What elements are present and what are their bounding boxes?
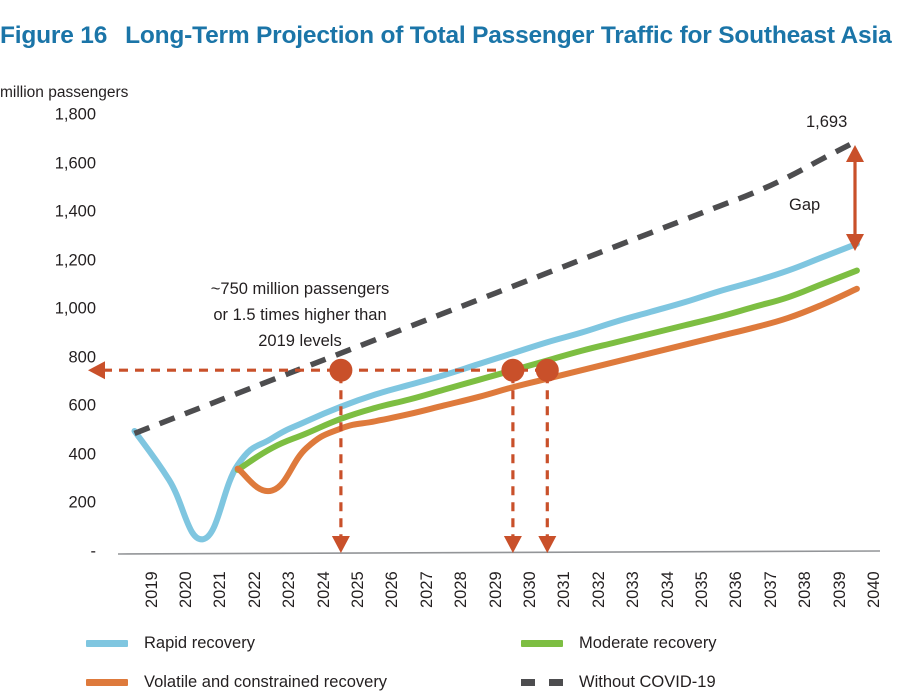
marker-dot-2031[interactable] bbox=[535, 358, 559, 382]
figure-title-text: Long-Term Projection of Total Passenger … bbox=[125, 22, 892, 49]
marker-dots-group bbox=[329, 358, 559, 382]
marker-dot-2030[interactable] bbox=[501, 358, 525, 382]
legend-item-without-covid[interactable]: Without COVID-19 bbox=[521, 673, 716, 692]
y-tick-1600: 1,600 bbox=[54, 154, 96, 173]
series-line-rapid-recovery bbox=[131, 240, 860, 543]
legend-swatch-moderate-recovery bbox=[521, 640, 563, 647]
y-tick-800: 800 bbox=[68, 348, 96, 367]
guide-annotations-group bbox=[88, 145, 864, 553]
legend-label-rapid-recovery: Rapid recovery bbox=[144, 634, 255, 652]
legend-item-moderate-recovery[interactable]: Moderate recovery bbox=[521, 634, 717, 653]
legend-label-without-covid: Without COVID-19 bbox=[579, 673, 716, 691]
y-tick-1800: 1,800 bbox=[54, 105, 96, 124]
callout-line-1: ~750 million passengers bbox=[210, 280, 390, 298]
y-tick-0: - bbox=[90, 542, 97, 561]
x-axis-line bbox=[117, 550, 881, 555]
y-tick-600: 600 bbox=[68, 396, 96, 415]
peak-value-label: 1,693 bbox=[806, 113, 848, 131]
horizontal-guide-arrowhead bbox=[88, 361, 105, 380]
vertical-guide-arrowhead-2025 bbox=[331, 536, 350, 553]
legend-item-rapid-recovery[interactable]: Rapid recovery bbox=[86, 634, 255, 653]
figure-number: Figure 16 bbox=[0, 22, 108, 49]
callout-line-2: or 1.5 times higher than bbox=[213, 306, 387, 324]
y-tick-1400: 1,400 bbox=[54, 202, 96, 221]
gap-arrowhead-top bbox=[846, 145, 864, 162]
vertical-guide-arrowhead-2030 bbox=[503, 536, 522, 553]
series-line-without-covid-19 bbox=[133, 138, 859, 436]
marker-dot-2025[interactable] bbox=[329, 358, 353, 382]
gap-arrowhead-bottom bbox=[846, 234, 864, 251]
legend-label-moderate-recovery: Moderate recovery bbox=[579, 634, 717, 652]
y-tick-400: 400 bbox=[68, 445, 96, 464]
callout-line-3: 2019 levels bbox=[258, 332, 342, 350]
y-axis-unit-label: million passengers bbox=[0, 84, 129, 101]
y-tick-1000: 1,000 bbox=[54, 299, 96, 318]
y-tick-1200: 1,200 bbox=[54, 251, 96, 270]
figure-title: Figure 16 Long-Term Projection of Total P… bbox=[0, 22, 900, 50]
legend-swatch-without-covid bbox=[521, 679, 563, 686]
y-axis-tick-labels: 1,800 1,600 1,400 1,200 1,000 800 600 40… bbox=[0, 0, 96, 700]
y-tick-200: 200 bbox=[68, 493, 96, 512]
gap-label: Gap bbox=[789, 196, 821, 214]
legend-item-volatile-recovery[interactable]: Volatile and constrained recovery bbox=[86, 673, 387, 692]
legend-swatch-volatile-recovery bbox=[86, 679, 128, 686]
callout-annotation: ~750 million passengers or 1.5 times hig… bbox=[205, 276, 395, 354]
legend-swatch-rapid-recovery bbox=[86, 640, 128, 647]
legend-label-volatile-recovery: Volatile and constrained recovery bbox=[144, 673, 388, 691]
vertical-guide-arrowhead-2031 bbox=[538, 536, 557, 553]
